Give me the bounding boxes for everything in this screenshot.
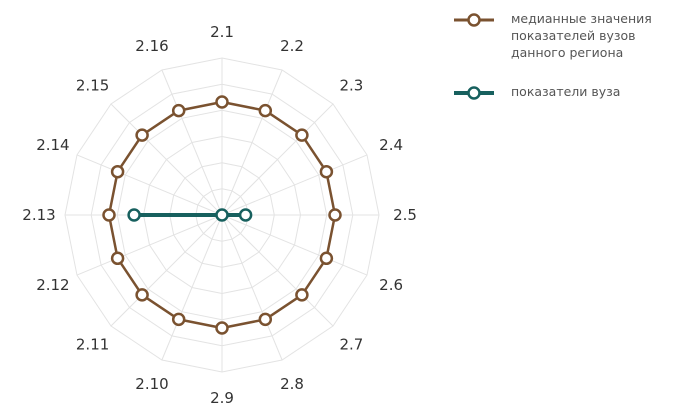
- axis-label: 2.13: [22, 206, 55, 224]
- data-point-median[interactable]: [110, 164, 125, 179]
- data-point-university[interactable]: [215, 208, 229, 222]
- legend: медианные значения показателей вузов дан…: [452, 10, 682, 122]
- axis-label: 2.9: [210, 389, 234, 404]
- grid-spoke: [110, 103, 223, 216]
- data-point-median[interactable]: [215, 95, 229, 109]
- legend-marker-median: [454, 13, 494, 27]
- radar-grid: [64, 57, 380, 373]
- data-point-median[interactable]: [328, 208, 342, 222]
- grid-spoke: [221, 69, 283, 216]
- data-point-median[interactable]: [319, 164, 334, 179]
- axis-label: 2.5: [393, 206, 417, 224]
- grid-spoke: [110, 214, 223, 327]
- axis-label: 2.6: [379, 276, 403, 294]
- axis-label: 2.2: [280, 37, 304, 55]
- axis-label: 2.14: [36, 136, 69, 154]
- legend-item-median[interactable]: медианные значения показателей вузов дан…: [452, 10, 682, 61]
- grid-spoke: [221, 154, 368, 216]
- grid-spoke: [221, 103, 334, 216]
- axis-label: 2.16: [135, 37, 168, 55]
- axis-label: 2.10: [135, 375, 168, 393]
- grid-spoke: [221, 214, 334, 327]
- axis-label: 2.8: [280, 375, 304, 393]
- grid-spoke: [221, 214, 368, 276]
- data-point-median[interactable]: [135, 288, 149, 302]
- grid-spoke: [76, 154, 223, 216]
- axis-label: 2.11: [76, 335, 109, 353]
- radar-chart: 2.1 2.2 2.3 2.4 2.5 2.6 2.7 2.8 2.9 2.10 2.11 2.12 2…: [22, 23, 417, 404]
- grid-spoke: [76, 214, 223, 276]
- grid-spoke: [161, 69, 223, 216]
- axis-label: 2.15: [76, 77, 109, 95]
- axis-label: 2.7: [339, 335, 363, 353]
- data-point-median[interactable]: [295, 288, 309, 302]
- data-point-median[interactable]: [215, 321, 229, 335]
- data-point-median[interactable]: [258, 312, 273, 327]
- axis-label: 2.4: [379, 136, 403, 154]
- axis-labels: 2.1 2.2 2.3 2.4 2.5 2.6 2.7 2.8 2.9 2.10 2.11 2.12 2…: [22, 23, 417, 404]
- data-point-median[interactable]: [110, 251, 125, 266]
- data-point-median[interactable]: [258, 103, 273, 118]
- legend-item-university[interactable]: показатели вуза: [452, 83, 682, 100]
- data-point-university[interactable]: [127, 208, 141, 222]
- data-point-median[interactable]: [171, 312, 186, 327]
- data-point-median[interactable]: [171, 103, 186, 118]
- axis-label: 2.3: [339, 77, 363, 95]
- data-point-median[interactable]: [319, 251, 334, 266]
- grid-spoke: [221, 214, 283, 361]
- data-point-university[interactable]: [238, 208, 253, 222]
- data-point-median[interactable]: [135, 128, 149, 142]
- radar-series: [102, 95, 342, 335]
- legend-marker-university: [454, 86, 494, 100]
- axis-label: 2.1: [210, 23, 234, 41]
- legend-label-university: показатели вуза: [511, 84, 621, 99]
- legend-label-median: медианные значения показателей вузов дан…: [511, 11, 652, 60]
- axis-label: 2.12: [36, 276, 69, 294]
- data-point-median[interactable]: [295, 128, 309, 142]
- grid-spoke: [161, 214, 223, 361]
- data-point-median[interactable]: [102, 208, 116, 222]
